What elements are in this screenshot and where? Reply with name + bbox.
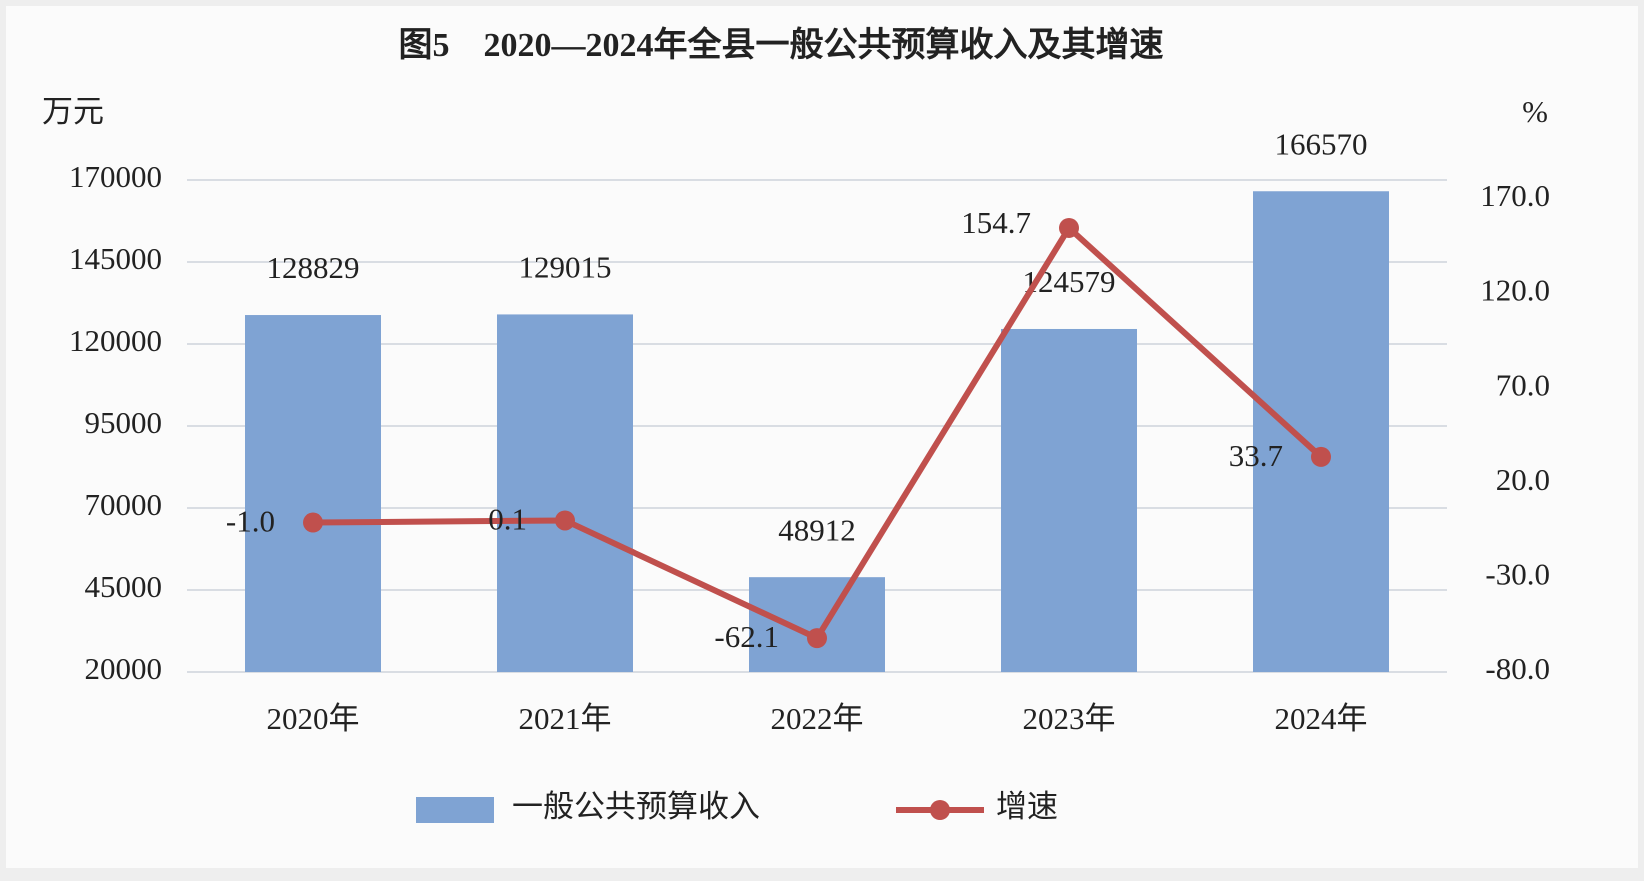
y2-tick-label: -30.0	[1485, 557, 1550, 592]
line-marker	[303, 512, 323, 533]
chart-title: 图5 2020—2024年全县一般公共预算收入及其增速	[399, 25, 1164, 64]
bar	[1001, 328, 1137, 672]
y2-tick-label: 70.0	[1496, 367, 1550, 402]
bar	[497, 314, 633, 672]
line-value-label: 33.7	[1229, 438, 1283, 473]
legend-swatch	[416, 797, 494, 823]
y-axis-label: 万元	[42, 94, 104, 129]
y-tick-label: 20000	[85, 651, 163, 686]
x-tick-label: 2020年	[267, 701, 360, 736]
line-marker	[1059, 217, 1079, 238]
y-tick-label: 170000	[69, 159, 162, 194]
bar	[749, 577, 885, 672]
y-tick-label: 120000	[69, 323, 162, 358]
line-marker	[555, 510, 575, 531]
bar-value-label: 128829	[267, 250, 360, 285]
x-tick-label: 2021年	[519, 701, 612, 736]
x-tick-label: 2022年	[771, 701, 864, 736]
line-value-label: 154.7	[961, 205, 1031, 240]
y-tick-label: 45000	[85, 569, 163, 604]
y2-axis-label: %	[1522, 94, 1548, 129]
legend-marker	[930, 800, 950, 820]
y2-tick-label: -80.0	[1485, 651, 1550, 686]
line-value-label: -62.1	[714, 619, 779, 654]
y2-tick-label: 120.0	[1480, 273, 1550, 308]
legend-label: 增速	[996, 789, 1058, 824]
bar-value-label: 48912	[778, 512, 856, 547]
y2-tick-label: 20.0	[1496, 462, 1550, 497]
legend-label: 一般公共预算收入	[512, 789, 760, 824]
line-marker	[1311, 446, 1331, 467]
line-marker	[807, 628, 827, 649]
y-tick-label: 70000	[85, 487, 163, 522]
line-value-label: -1.0	[226, 504, 275, 539]
y2-tick-label: 170.0	[1480, 178, 1550, 213]
x-tick-label: 2023年	[1023, 701, 1116, 736]
bar	[1253, 191, 1389, 672]
y-tick-label: 95000	[85, 405, 163, 440]
line-value-label: 0.1	[488, 502, 527, 537]
y-tick-label: 145000	[69, 241, 162, 276]
bar-value-label: 166570	[1275, 126, 1368, 161]
bar	[245, 315, 381, 672]
x-tick-label: 2024年	[1275, 701, 1368, 736]
bar-value-label: 129015	[519, 250, 612, 285]
